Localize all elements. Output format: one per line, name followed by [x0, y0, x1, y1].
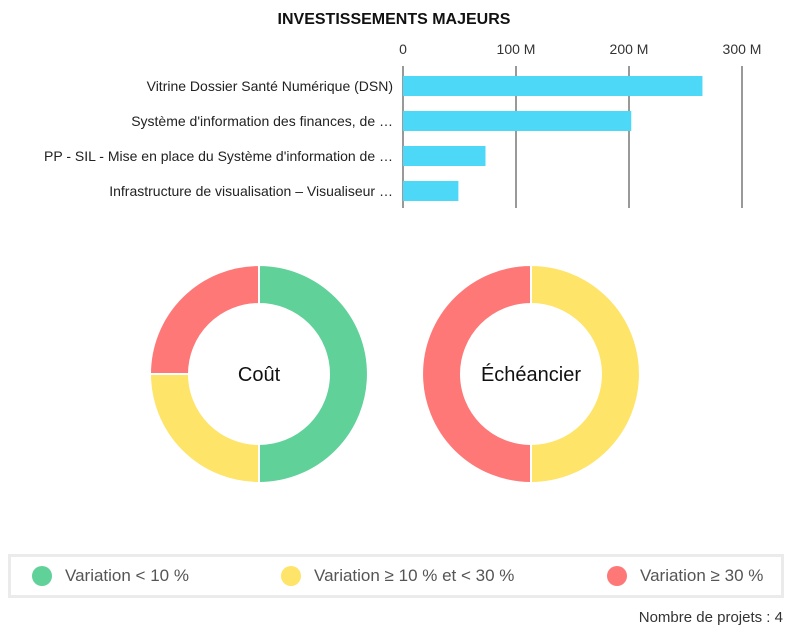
donut-slice[interactable]	[148, 263, 260, 375]
category-label: Infrastructure de visualisation – Visual…	[109, 183, 393, 199]
x-tick-label: 0	[399, 41, 407, 57]
bar[interactable]	[403, 111, 632, 131]
legend-label: Variation ≥ 30 %	[640, 566, 764, 585]
legend-dot-red	[607, 566, 627, 586]
legend-dot-green	[32, 566, 52, 586]
category-label: Système d'information des finances, de …	[131, 113, 393, 129]
donut-center-label: Échéancier	[481, 363, 581, 386]
legend-label: Variation ≥ 10 % et < 30 %	[314, 566, 515, 585]
bar[interactable]	[403, 146, 486, 166]
legend-item-high: Variation ≥ 30 %	[607, 557, 763, 595]
project-count: Nombre de projets : 4	[638, 609, 783, 626]
legend-dot-yellow	[281, 566, 301, 586]
donut-charts: Coût Échéancier	[148, 263, 641, 485]
donut-slice[interactable]	[148, 373, 260, 485]
donut-echeancier: Échéancier	[421, 263, 641, 485]
category-label: PP - SIL - Mise en place du Système d'in…	[44, 148, 393, 164]
legend-item-mid: Variation ≥ 10 % et < 30 %	[281, 557, 514, 595]
bar-chart: INVESTISSEMENTS MAJEURS 0 100 M 200 M 300 M…	[44, 11, 762, 208]
x-tick-label: 200 M	[610, 41, 649, 57]
donut-cout: Coût	[148, 263, 369, 485]
donut-center-label: Coût	[238, 364, 281, 386]
x-tick-label: 100 M	[497, 41, 536, 57]
donut-slice[interactable]	[530, 263, 641, 485]
bar[interactable]	[403, 181, 459, 201]
legend: Variation < 10 % Variation ≥ 10 % et < 3…	[8, 554, 784, 598]
bar[interactable]	[403, 76, 703, 96]
donut-slice[interactable]	[421, 263, 532, 485]
donut-slice[interactable]	[258, 263, 369, 485]
category-label: Vitrine Dossier Santé Numérique (DSN)	[147, 78, 393, 94]
chart-title: INVESTISSEMENTS MAJEURS	[278, 11, 511, 28]
legend-label: Variation < 10 %	[65, 566, 189, 585]
x-tick-label: 300 M	[723, 41, 762, 57]
legend-item-low: Variation < 10 %	[32, 557, 189, 595]
